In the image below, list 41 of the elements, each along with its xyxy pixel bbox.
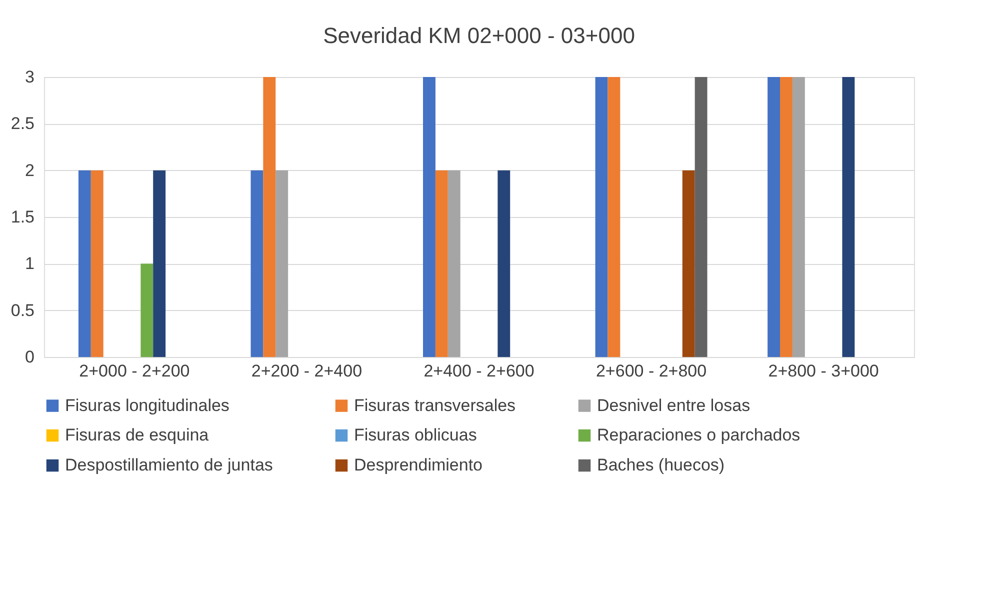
legend-label: Fisuras oblicuas bbox=[354, 426, 477, 444]
bar bbox=[608, 77, 620, 357]
y-tick-label: 2.5 bbox=[10, 114, 34, 134]
bar bbox=[498, 170, 510, 357]
legend-label: Fisuras de esquina bbox=[65, 426, 210, 444]
bar bbox=[694, 77, 708, 357]
bar bbox=[448, 170, 460, 357]
bar bbox=[263, 77, 276, 357]
y-tick-label: 0.5 bbox=[10, 300, 34, 320]
bar bbox=[792, 77, 805, 357]
bar bbox=[780, 77, 792, 357]
bar bbox=[250, 170, 264, 357]
bar bbox=[140, 264, 154, 357]
bar bbox=[78, 170, 91, 357]
legend-label: Reparaciones o parchados bbox=[597, 426, 800, 444]
x-tick-label: 2+000 - 2+200 bbox=[79, 362, 190, 380]
bar bbox=[595, 77, 608, 357]
legend-label: Fisuras transversales bbox=[354, 396, 516, 415]
x-tick-label: 2+400 - 2+600 bbox=[424, 362, 534, 380]
y-tick-label: 2 bbox=[25, 160, 34, 180]
chart-title: Severidad KM 02+000 - 03+000 bbox=[323, 23, 635, 48]
legend-label: Baches (huecos) bbox=[597, 456, 725, 474]
legend-label: Desprendimiento bbox=[354, 456, 483, 474]
bar bbox=[682, 170, 695, 357]
bar bbox=[842, 77, 855, 357]
x-tick-label: 2+200 - 2+400 bbox=[251, 362, 362, 380]
y-tick-label: 3 bbox=[25, 68, 34, 86]
bar bbox=[276, 170, 288, 357]
bar bbox=[423, 77, 436, 357]
bar bbox=[90, 170, 104, 357]
y-tick-label: 1.5 bbox=[10, 208, 34, 226]
legend-label: Despostillamiento de juntas bbox=[65, 456, 273, 474]
bar bbox=[153, 170, 166, 357]
legend-label: Fisuras longitudinales bbox=[65, 396, 230, 415]
y-tick-label: 0 bbox=[25, 348, 34, 366]
y-tick-label: 1 bbox=[25, 254, 34, 274]
x-tick-label: 2+800 - 3+000 bbox=[768, 362, 879, 380]
legend-label: Desnivel entre losas bbox=[597, 396, 750, 415]
x-tick-label: 2+600 - 2+800 bbox=[596, 362, 707, 380]
bar bbox=[768, 77, 780, 357]
bar bbox=[435, 170, 448, 357]
